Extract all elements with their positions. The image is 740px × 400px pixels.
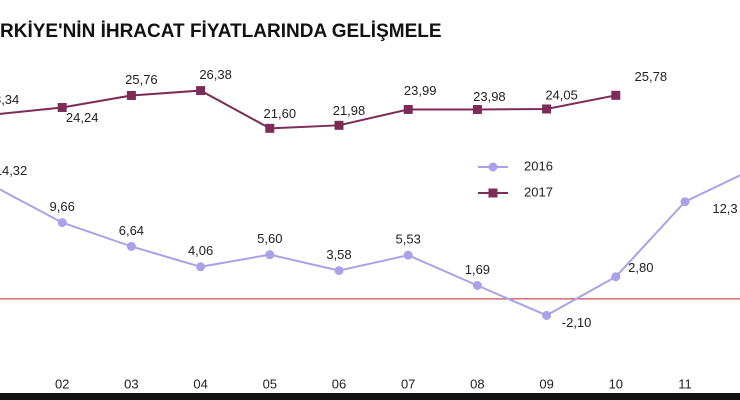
x-tick-label: 09	[539, 376, 553, 391]
data-label: 25,76	[125, 72, 158, 87]
x-tick-label: 10	[609, 376, 623, 391]
point	[57, 218, 67, 228]
legend-label: 2017	[524, 184, 553, 199]
data-label: 6,64	[119, 223, 144, 238]
data-label: 5,53	[396, 232, 421, 247]
data-label: 24,05	[545, 87, 578, 102]
data-label: 2,80	[628, 260, 653, 275]
data-label: 3,58	[326, 247, 351, 262]
data-label: 9,66	[50, 199, 75, 214]
x-tick-label: 08	[470, 376, 484, 391]
point	[334, 266, 344, 276]
x-tick-label: 04	[193, 376, 207, 391]
legend-marker	[488, 188, 498, 198]
point	[265, 250, 275, 260]
legend-label: 2016	[524, 158, 553, 173]
data-label: 25,78	[635, 69, 668, 84]
data-label: 21,60	[264, 106, 297, 121]
x-tick-label: 03	[124, 376, 138, 391]
point	[196, 262, 206, 272]
x-tick-label: 06	[332, 376, 346, 391]
data-label: 4,06	[188, 243, 213, 258]
point	[126, 241, 136, 251]
series-line	[0, 89, 616, 130]
point	[403, 104, 413, 114]
data-label: 14,32	[0, 163, 27, 178]
data-label: 24,24	[66, 110, 99, 125]
data-label: 26,38	[199, 67, 232, 82]
point	[611, 90, 621, 100]
point	[611, 272, 621, 282]
point	[265, 123, 275, 133]
point	[57, 102, 67, 112]
point	[403, 250, 413, 260]
data-label: 1,69	[465, 262, 490, 277]
point	[680, 197, 690, 207]
point	[334, 120, 344, 130]
data-label: -2,10	[562, 315, 592, 330]
series-line	[0, 174, 740, 317]
data-label: 21,98	[333, 103, 366, 118]
legend-marker	[488, 162, 498, 172]
data-label: 12,3	[712, 201, 737, 216]
data-label: 23,98	[473, 89, 506, 104]
x-tick-label: 07	[401, 376, 415, 391]
data-label: 23,99	[404, 83, 437, 98]
x-tick-label: 02	[55, 376, 69, 391]
point	[126, 90, 136, 100]
point	[472, 105, 482, 115]
x-tick-label: 05	[263, 376, 277, 391]
data-label: 5,60	[257, 231, 282, 246]
x-tick-label: 11	[678, 376, 692, 391]
point	[542, 310, 552, 320]
bottom-bar	[0, 393, 740, 400]
point	[542, 104, 552, 114]
point	[472, 281, 482, 290]
chart-title: RKİYE'NİN İHRACAT FİYATLARINDA GELİŞMELE	[0, 21, 442, 42]
point	[196, 86, 206, 96]
data-label: 23,34	[0, 92, 19, 107]
